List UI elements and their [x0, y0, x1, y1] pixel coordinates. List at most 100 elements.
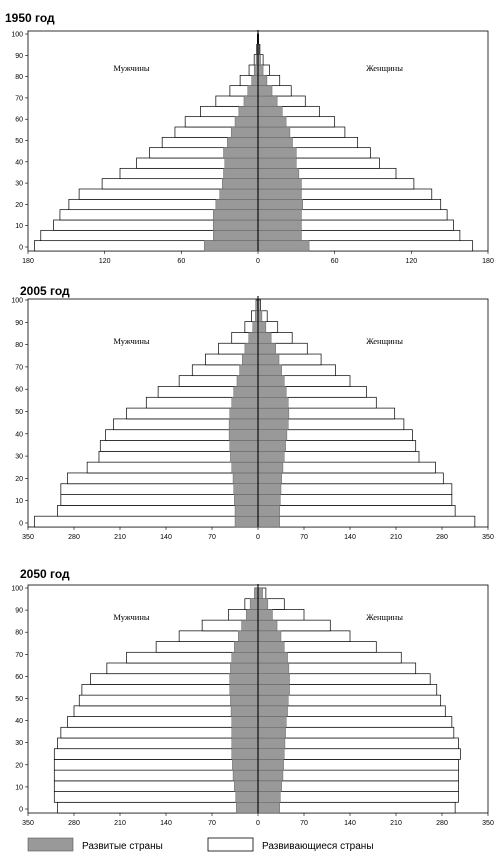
bar-developed-female [257, 386, 287, 398]
x-tick-label: 140 [344, 820, 356, 827]
bar-developed-male [236, 802, 259, 814]
bar-developed-male [230, 126, 259, 138]
bar-developed-male [248, 332, 259, 344]
x-tick-label: 70 [208, 534, 216, 541]
bar-developed-female [257, 321, 267, 333]
x-tick-label: 0 [256, 534, 260, 541]
bar-developed-male [204, 240, 259, 252]
bar-developed-male [213, 219, 259, 231]
y-tick-label: 50 [15, 138, 23, 145]
x-tick-label: 0 [256, 258, 260, 265]
chart-title: 2005 год [20, 284, 70, 298]
bar-developed-male [234, 494, 259, 506]
bar-developed-male [234, 641, 259, 653]
bar-developed-male [230, 705, 259, 717]
bar-developing-female [257, 791, 459, 803]
bar-developing-male [53, 748, 259, 760]
y-tick-label: 70 [15, 95, 23, 102]
bar-developing-female [257, 726, 455, 739]
bar-developing-male [60, 726, 259, 739]
bar-developed-female [257, 727, 286, 739]
y-tick-label: 60 [15, 387, 23, 394]
bar-developed-female [257, 673, 290, 685]
bar-developed-female [257, 705, 288, 717]
bar-developed-male [229, 440, 259, 452]
bar-developed-male [231, 652, 259, 664]
bar-developing-male [53, 769, 259, 782]
bar-developed-male [213, 209, 259, 221]
bar-developed-male [249, 598, 259, 610]
bar-developing-female [257, 748, 461, 760]
bar-developing-female [257, 769, 459, 782]
bar-developed-female [257, 609, 273, 621]
bar-developed-female [257, 126, 291, 138]
bar-developed-female [257, 641, 285, 653]
y-tick-label: 60 [15, 117, 23, 124]
y-tick-label: 50 [15, 409, 23, 416]
bar-developing-male [60, 483, 259, 495]
legend-label-developed: Развитые страны [82, 841, 163, 852]
bar-developed-female [257, 188, 302, 200]
x-tick-label: 120 [405, 258, 417, 265]
bar-developing-female [257, 461, 436, 474]
bar-developed-male [238, 630, 259, 642]
bar-developed-male [231, 397, 259, 409]
y-tick-label: 70 [15, 652, 23, 659]
x-tick-label: 350 [482, 534, 494, 541]
bar-developed-female [257, 662, 290, 674]
bar-developed-male [227, 137, 259, 148]
bar-developed-male [242, 353, 259, 366]
bar-developing-female [257, 515, 476, 528]
bar-developed-male [229, 684, 259, 696]
bar-developed-female [257, 505, 280, 517]
bar-developed-female [257, 451, 285, 463]
bar-developed-male [252, 321, 259, 333]
y-tick-label: 90 [15, 320, 23, 327]
bar-developed-male [231, 737, 259, 749]
bar-developed-male [229, 673, 259, 685]
bar-developed-male [231, 716, 259, 728]
y-tick-label: 40 [15, 159, 23, 166]
y-tick-label: 90 [15, 53, 23, 60]
female-label: Женщины [366, 63, 403, 73]
y-tick-label: 80 [15, 342, 23, 349]
bar-developed-female [257, 759, 284, 771]
bar-developed-female [257, 791, 281, 803]
bar-developed-male [239, 364, 259, 376]
bar-developed-female [257, 494, 281, 506]
bar-developed-male [232, 759, 259, 771]
bar-developed-female [257, 64, 264, 76]
bar-developed-male [244, 343, 259, 355]
bar-developed-male [215, 199, 259, 210]
y-tick-label: 10 [15, 223, 23, 230]
x-tick-label: 140 [160, 534, 172, 541]
bar-developed-male [231, 461, 259, 474]
bar-developed-male [251, 75, 259, 86]
x-tick-label: 70 [300, 534, 308, 541]
bar-developed-female [257, 332, 272, 344]
bar-developed-female [257, 137, 293, 148]
bar-developed-female [257, 353, 280, 366]
bar-developing-male [60, 494, 259, 506]
x-tick-label: 280 [68, 534, 80, 541]
bar-developed-male [230, 694, 259, 707]
bar-developed-female [257, 178, 302, 190]
bar-developed-female [257, 780, 282, 792]
bar-developed-female [257, 630, 282, 642]
male-label: Мужчины [113, 612, 150, 622]
bar-developed-male [235, 791, 259, 803]
y-tick-label: 100 [11, 298, 23, 305]
bar-developed-female [257, 106, 283, 117]
y-tick-label: 80 [15, 630, 23, 637]
bar-developed-male [253, 64, 259, 76]
bar-developing-female [257, 494, 453, 506]
x-tick-label: 350 [22, 820, 34, 827]
x-tick-label: 280 [436, 534, 448, 541]
pyramid-chart-3: 2050 год 0 10 20 30 40 50 60 70 80 90 100 350 280 210 1… [11, 567, 494, 827]
pyramid-chart-2: 2005 год 0 10 20 30 40 50 60 70 80 90 100 350 280 210 1… [11, 284, 494, 541]
bar-developed-female [257, 209, 302, 221]
bar-developed-female [257, 587, 263, 599]
x-tick-label: 140 [344, 534, 356, 541]
male-label: Мужчины [113, 63, 150, 73]
y-tick-label: 40 [15, 431, 23, 438]
